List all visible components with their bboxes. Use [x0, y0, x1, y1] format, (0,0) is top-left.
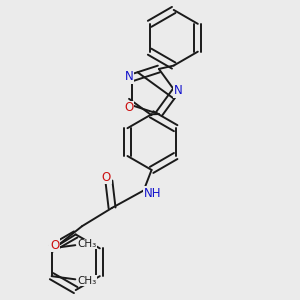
Text: N: N — [174, 84, 183, 98]
Text: O: O — [124, 101, 133, 115]
Text: O: O — [102, 171, 111, 184]
Text: NH: NH — [144, 187, 161, 200]
Text: O: O — [50, 239, 59, 252]
Text: CH₃: CH₃ — [78, 239, 97, 249]
Text: CH₃: CH₃ — [78, 276, 97, 286]
Text: N: N — [125, 70, 134, 83]
